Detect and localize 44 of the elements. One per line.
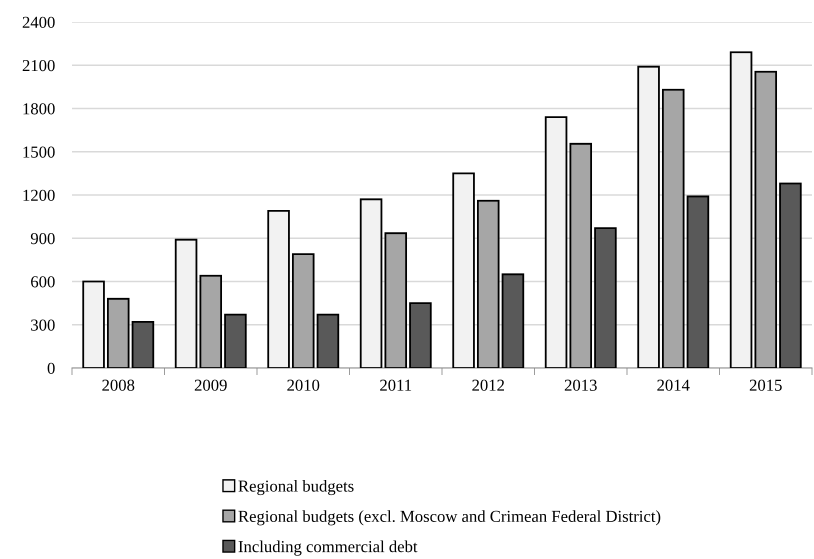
y-tick-label: 600	[31, 276, 55, 288]
x-tick-label: 2015	[750, 380, 782, 391]
y-tick-label: 1200	[23, 190, 55, 201]
bar	[360, 198, 382, 368]
bar	[316, 314, 340, 368]
bar	[686, 196, 710, 368]
x-tick-label: 2013	[564, 380, 597, 391]
x-tick-label: 2011	[380, 380, 412, 391]
y-tick-label: 1800	[23, 103, 55, 114]
bar	[476, 200, 500, 368]
y-tick-label: 1500	[23, 146, 55, 158]
x-tick-label: 2010	[287, 380, 320, 391]
bar	[174, 238, 198, 368]
bar	[779, 182, 802, 368]
x-tick-label: 2012	[472, 380, 504, 391]
bar	[452, 172, 475, 368]
bar	[132, 320, 154, 368]
y-tick-label: 0	[48, 362, 55, 374]
bar	[594, 227, 617, 368]
y-tick-label: 2400	[22, 16, 55, 28]
x-tick-label: 2008	[102, 380, 134, 391]
legend-label: Regional budgets	[238, 480, 354, 496]
bar	[82, 280, 105, 368]
y-tick-label: 900	[30, 232, 55, 244]
bar	[569, 142, 592, 368]
bar	[754, 70, 778, 368]
bar	[199, 274, 222, 368]
bar	[267, 210, 290, 368]
legend-label: Regional budgets (excl. Moscow and Crimean Federal District)	[238, 510, 660, 526]
y-tick-label: 2100	[22, 60, 55, 72]
bar	[224, 314, 247, 368]
bar	[106, 298, 130, 368]
bar	[730, 51, 752, 368]
bar	[637, 66, 660, 368]
bar	[544, 116, 568, 368]
x-tick-label: 2009	[194, 380, 227, 391]
bar	[662, 88, 685, 368]
bar	[502, 273, 524, 368]
bar	[384, 232, 408, 368]
x-tick-label: 2014	[657, 380, 690, 391]
bar	[409, 302, 432, 368]
y-tick-label: 300	[31, 319, 55, 331]
bar	[292, 253, 315, 368]
legend-label: Including commercial debt	[238, 540, 418, 556]
